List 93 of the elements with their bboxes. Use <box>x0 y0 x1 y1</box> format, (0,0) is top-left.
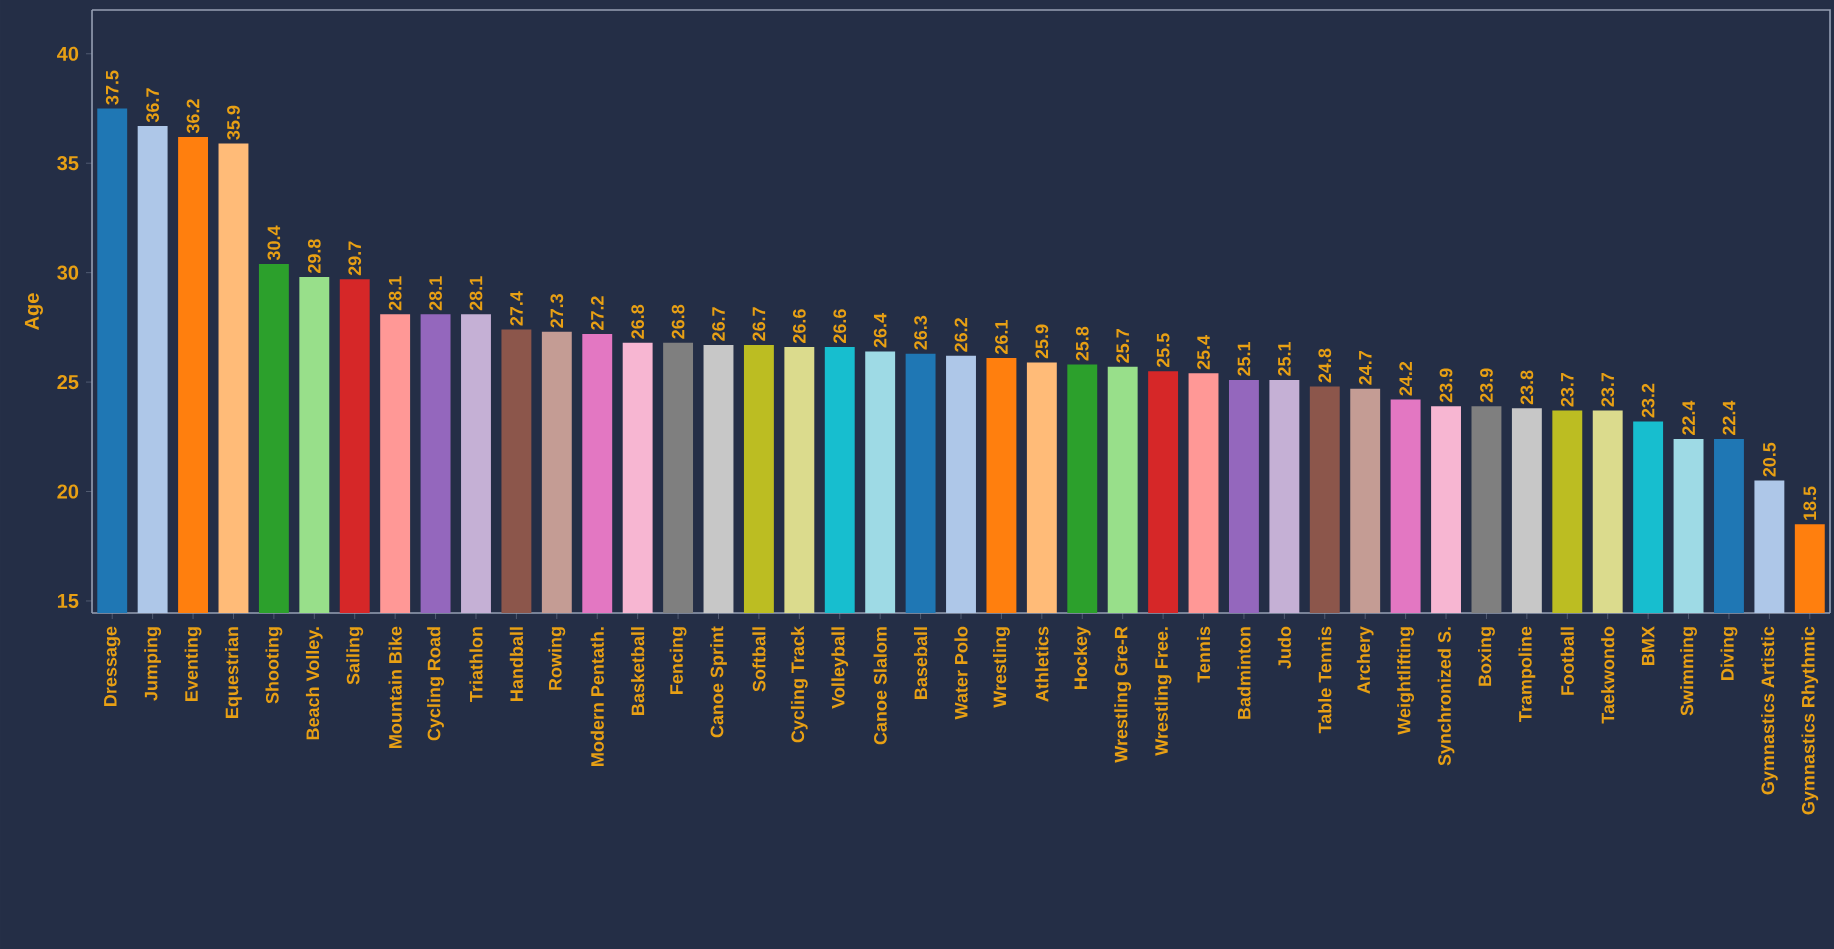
data-label: 25.9 <box>1035 324 1049 359</box>
x-tick-label: Jumping <box>144 627 162 701</box>
x-tick-label: Football <box>1560 627 1574 695</box>
x-tick-label: Badminton <box>1237 627 1251 719</box>
x-tick-label: Canoe Slalom <box>873 627 887 745</box>
data-label: 20.5 <box>1763 442 1776 477</box>
data-label: 25.8 <box>1075 326 1089 361</box>
x-tick-label: Sailing <box>346 627 364 685</box>
x-tick-label: Triathlon <box>469 627 483 702</box>
x-tick-label: Equestrian <box>225 627 242 718</box>
x-tick-label: Cycling Track <box>790 626 808 743</box>
x-tick-label: Fencing <box>669 627 687 694</box>
x-tick-label: Rowing <box>548 627 566 690</box>
data-label: 26.4 <box>873 313 887 348</box>
x-tick-label: Taekwondo <box>1601 626 1615 724</box>
data-label: 22.4 <box>1722 400 1736 435</box>
data-label: 25.1 <box>1237 341 1251 376</box>
x-tick-label: Trampoline <box>1518 626 1536 722</box>
data-label: 22.4 <box>1682 400 1695 435</box>
y-tick-label: 15 <box>57 593 79 608</box>
data-label: 25.7 <box>1116 329 1130 363</box>
x-tick-label: Canoe Sprint <box>710 626 727 738</box>
x-tick-label: BMX <box>1641 626 1655 665</box>
x-tick-label: Wrestling <box>993 627 1010 708</box>
x-tick-label: Modern Pentath. <box>590 627 604 766</box>
x-tick-label: Hockey <box>1073 626 1091 689</box>
x-tick-label: Table Tennis <box>1318 626 1332 734</box>
x-tick-label: Water Polo <box>954 626 968 720</box>
data-label: 28.1 <box>388 276 402 311</box>
x-tick-label: Cycling Road <box>427 627 445 741</box>
data-label: 23.7 <box>1601 372 1615 407</box>
data-label: 36.2 <box>186 99 200 134</box>
x-tick-label: Baseball <box>913 627 928 699</box>
data-label: 28.1 <box>469 276 483 311</box>
x-tick-label: Boxing <box>1478 627 1495 686</box>
x-tick-label: Basketball <box>631 627 645 715</box>
x-tick-label: Handball <box>509 627 524 701</box>
x-tick-label: Swimming <box>1680 627 1697 716</box>
x-tick-label: Mountain Bike <box>388 626 402 748</box>
data-label: 24.8 <box>1318 348 1332 383</box>
data-label: 26.8 <box>671 304 685 339</box>
data-label: 25.1 <box>1277 341 1291 376</box>
x-tick-label: Tennis <box>1196 626 1211 683</box>
data-label: 30.4 <box>267 225 281 261</box>
x-tick-label: Softball <box>752 627 766 692</box>
data-label: 27.4 <box>510 291 523 326</box>
data-label: 23.2 <box>1641 383 1655 418</box>
data-label: 24.7 <box>1358 351 1372 385</box>
y-tick-label: 30 <box>57 265 79 280</box>
y-tick-label: 25 <box>57 375 79 390</box>
data-label: 26.8 <box>631 304 645 339</box>
data-label: 24.2 <box>1399 361 1412 396</box>
data-label: 26.7 <box>712 307 725 341</box>
x-tick-label: Gymnastics Artistic <box>1760 626 1778 795</box>
x-tick-label: Beach Volley. <box>305 627 323 740</box>
data-label: 26.7 <box>752 307 766 341</box>
x-tick-label: Synchronized S. <box>1437 627 1455 766</box>
data-label: 29.8 <box>307 239 321 273</box>
data-label: 23.7 <box>1560 372 1574 407</box>
data-label: 23.9 <box>1439 368 1453 403</box>
data-label: 26.1 <box>995 320 1008 354</box>
x-tick-label: Shooting <box>265 627 283 704</box>
data-label: 25.4 <box>1197 335 1210 370</box>
y-tick-label: 40 <box>57 46 79 61</box>
y-axis-title: Age <box>24 293 43 330</box>
data-label: 26.3 <box>914 315 927 350</box>
x-tick-label: Archery <box>1356 626 1374 694</box>
x-tick-label: Athletics <box>1035 626 1049 702</box>
x-tick-label: Diving <box>1720 627 1738 680</box>
x-tick-label: Gymnastics Rhythmic <box>1801 626 1819 815</box>
y-tick-label: 20 <box>57 484 79 499</box>
data-label: 18.5 <box>1803 486 1817 520</box>
data-label: 28.1 <box>429 276 442 311</box>
data-label: 23.8 <box>1520 370 1534 405</box>
x-tick-label: Dressage <box>104 626 121 706</box>
x-tick-label: Weightlifting <box>1397 627 1415 735</box>
data-label: 29.7 <box>348 241 362 276</box>
x-tick-label: Judo <box>1277 626 1291 669</box>
y-tick-label: 35 <box>57 156 79 171</box>
data-label: 26.2 <box>954 318 968 352</box>
data-label: 23.9 <box>1480 368 1493 403</box>
data-label: 27.3 <box>550 293 564 328</box>
data-label: 35.9 <box>227 105 240 140</box>
data-label: 27.2 <box>590 296 604 330</box>
data-label: 26.6 <box>792 309 806 344</box>
x-tick-label: Wrestling Gre-R <box>1114 626 1132 763</box>
data-label: 26.6 <box>833 309 847 344</box>
x-tick-label: Wrestling Free. <box>1154 627 1172 756</box>
data-label: 36.7 <box>146 88 160 123</box>
data-label: 37.5 <box>105 70 119 105</box>
x-tick-label: Eventing <box>184 627 202 701</box>
x-tick-label: Volleyball <box>831 627 849 709</box>
data-label: 25.5 <box>1156 333 1170 368</box>
